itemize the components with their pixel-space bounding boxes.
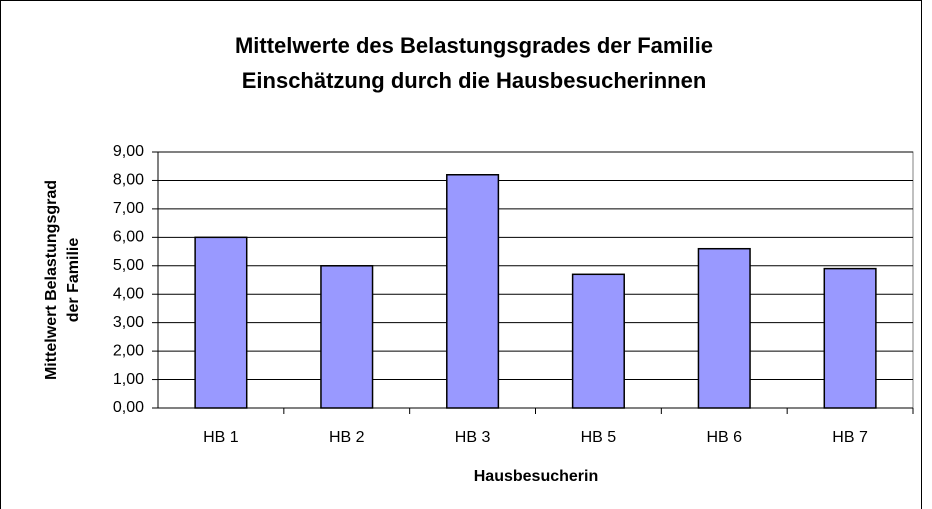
chart-subtitle: Einschätzung durch die Hausbesucherinnen — [242, 68, 707, 93]
y-tick-label: 9,00 — [113, 143, 144, 160]
bar — [697, 247, 751, 409]
chart-title: Mittelwerte des Belastungsgrades der Fam… — [235, 33, 713, 58]
y-axis-label: Mittelwert Belastungsgrad — [43, 180, 60, 380]
y-tick-label: 2,00 — [113, 342, 144, 359]
bar — [320, 265, 374, 409]
x-tick-label: HB 3 — [455, 429, 491, 446]
plot-area — [157, 151, 914, 409]
bar — [446, 174, 500, 409]
y-tick-label: 7,00 — [113, 200, 144, 217]
y-tick-label: 6,00 — [113, 229, 144, 246]
y-tick-label: 3,00 — [113, 314, 144, 331]
bar — [571, 273, 625, 409]
y-tick-label: 8,00 — [113, 172, 144, 189]
x-tick-label: HB 6 — [706, 429, 742, 446]
y-tick-label: 1,00 — [113, 371, 144, 388]
y-tick-label: 0,00 — [113, 399, 144, 416]
bar — [823, 267, 877, 409]
x-tick-label: HB 5 — [581, 429, 617, 446]
x-tick-label: HB 2 — [329, 429, 365, 446]
y-axis-label: der Familie — [65, 238, 82, 323]
y-tick-label: 4,00 — [113, 285, 144, 302]
bar — [194, 236, 248, 409]
y-tick-label: 5,00 — [113, 257, 144, 274]
x-tick-label: HB 7 — [832, 429, 868, 446]
x-axis-label: Hausbesucherin — [474, 468, 598, 485]
x-tick-label: HB 1 — [203, 429, 239, 446]
